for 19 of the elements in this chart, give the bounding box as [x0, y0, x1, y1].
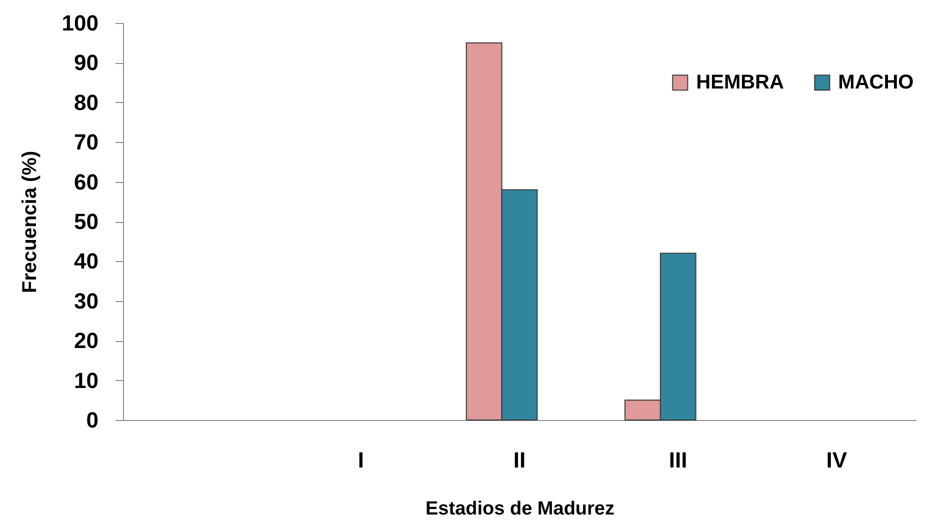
y-tick-label: 100 [62, 10, 98, 36]
y-tick-label: 10 [74, 368, 98, 393]
x-tick-label: I [358, 448, 364, 472]
y-tick-label: 80 [74, 90, 98, 115]
y-tick-label: 90 [74, 50, 98, 76]
y-tick-label: 20 [74, 328, 98, 354]
x-tick-label: III [668, 448, 688, 472]
y-tick-label: 0 [86, 408, 98, 432]
y-tick-label: 50 [74, 209, 98, 234]
legend-label: MACHO [838, 72, 914, 94]
x-tick-label: IV [826, 448, 848, 472]
y-tick-label: 70 [74, 130, 98, 155]
y-axis-title: Frecuencia (%) [18, 150, 41, 294]
y-tick-label: 40 [74, 248, 98, 274]
y-tick-label: 30 [74, 288, 98, 314]
x-tick-label: II [513, 448, 526, 472]
legend-label: HEMBRA [696, 72, 784, 94]
x-axis-title: Estadios de Madurez [426, 498, 614, 520]
y-tick-label: 60 [74, 169, 98, 194]
